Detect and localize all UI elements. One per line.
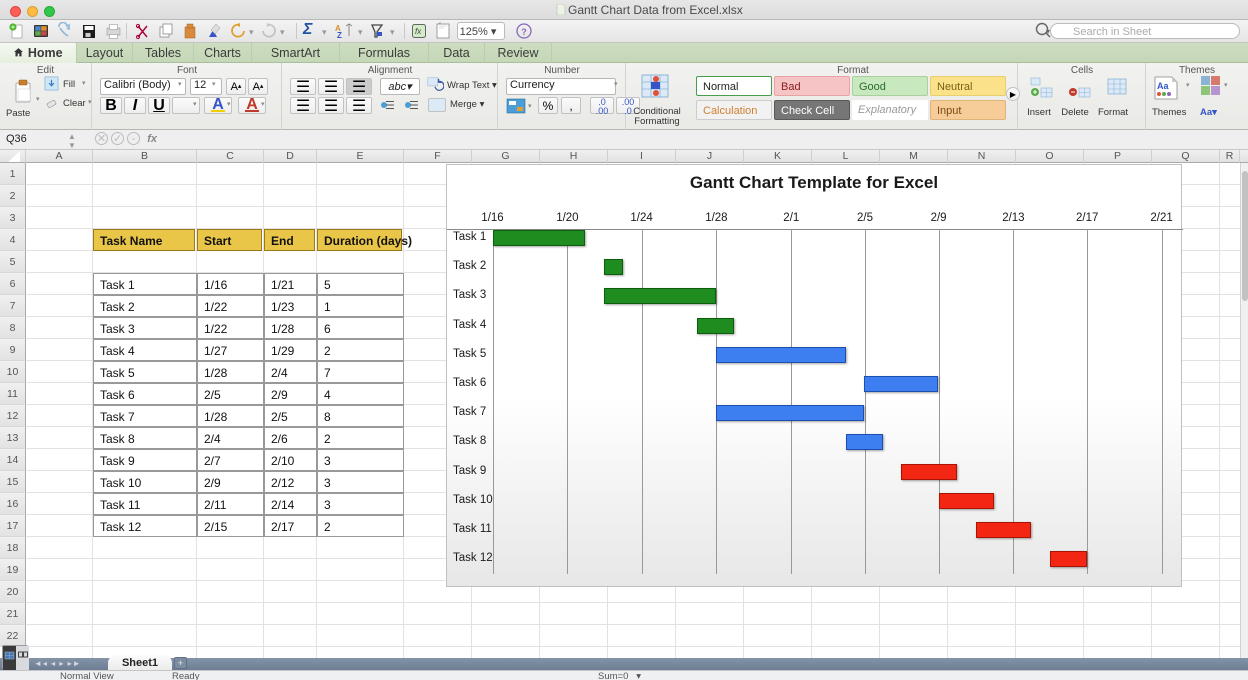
svg-text:fx: fx	[415, 27, 422, 36]
svg-text:?: ?	[521, 27, 527, 37]
svg-text:Aa: Aa	[1157, 81, 1169, 91]
svg-text:Z: Z	[337, 31, 342, 40]
